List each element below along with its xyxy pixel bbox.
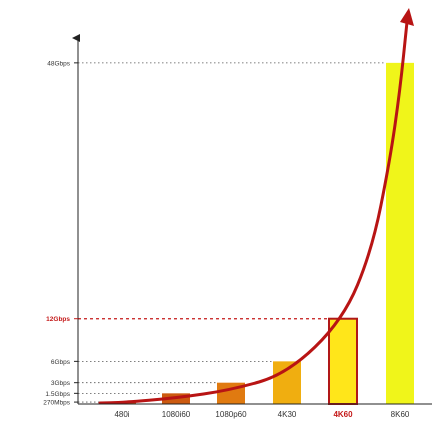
- axes: [72, 34, 432, 405]
- trend-arrowhead: [400, 8, 414, 26]
- x-tick-label: 1080i60: [162, 410, 191, 419]
- y-tick-labels: 270Mbps 1.5Gbps 3Gbps 6Gbps 12Gbps 48Gbps: [43, 60, 78, 407]
- bar-4K60: [328, 317, 358, 406]
- y-tick-label: 48Gbps: [47, 60, 71, 67]
- y-tick-label: 6Gbps: [51, 359, 71, 366]
- x-tick-label: 8K60: [391, 410, 410, 419]
- trend-curve: [98, 20, 409, 405]
- bar-8K60: [386, 62, 414, 404]
- bars: [108, 62, 414, 406]
- x-tick-label: 480i: [114, 410, 129, 419]
- y-tick-label: 270Mbps: [43, 400, 70, 407]
- x-tick-label: 4K30: [278, 410, 297, 419]
- y-tick-label: 1.5Gbps: [45, 391, 70, 398]
- x-tick-label: 1080p60: [215, 410, 247, 419]
- x-tick-label: 4K60: [333, 410, 353, 419]
- x-tick-labels: 480i 1080i60 1080p60 4K30 4K60 8K60: [114, 410, 409, 419]
- y-tick-label: 3Gbps: [51, 380, 71, 387]
- trend-curve-layer: [98, 8, 414, 405]
- y-tick-label: 12Gbps: [46, 316, 70, 323]
